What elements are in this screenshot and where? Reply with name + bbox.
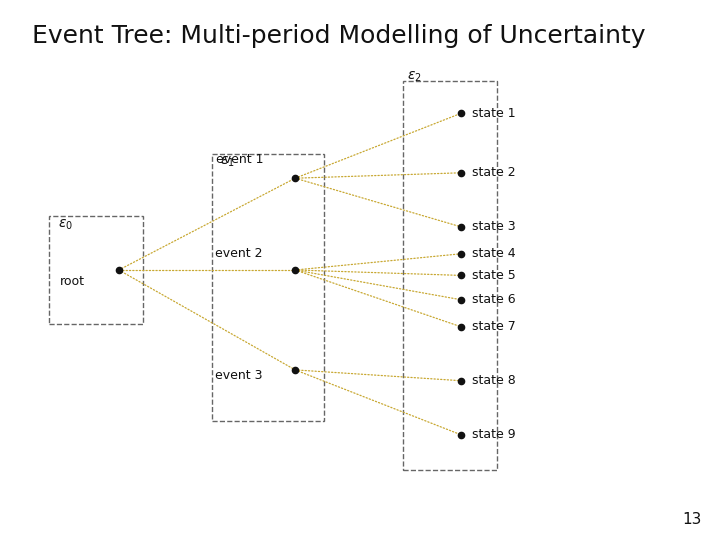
Text: state 3: state 3 [472,220,516,233]
Text: root: root [60,275,85,288]
Text: event 3: event 3 [215,369,262,382]
Bar [403,81,497,470]
Text: $\varepsilon_2$: $\varepsilon_2$ [407,70,421,84]
Text: state 7: state 7 [472,320,516,333]
Text: state 4: state 4 [472,247,516,260]
Text: state 5: state 5 [472,269,516,282]
Text: 13: 13 [683,511,702,526]
Text: state 9: state 9 [472,428,516,441]
Text: state 1: state 1 [472,107,516,120]
Text: $\varepsilon_0$: $\varepsilon_0$ [58,218,73,232]
Bar [212,154,324,421]
Text: state 6: state 6 [472,293,516,306]
Text: state 8: state 8 [472,374,516,387]
Text: Event Tree: Multi-period Modelling of Uncertainty: Event Tree: Multi-period Modelling of Un… [32,24,646,48]
Bar [49,216,143,324]
Text: event 2: event 2 [215,247,262,260]
Text: $\varepsilon_1$: $\varepsilon_1$ [220,155,234,169]
Text: state 2: state 2 [472,166,516,179]
Text: event 1: event 1 [216,153,264,166]
